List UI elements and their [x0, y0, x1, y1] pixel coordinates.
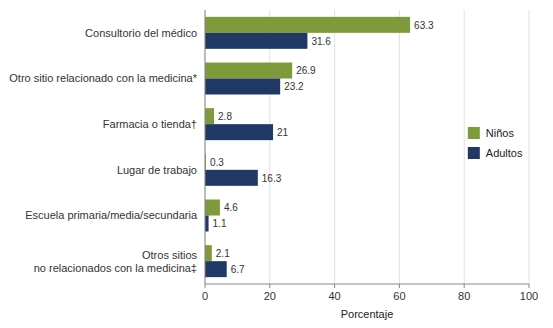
grid-line	[269, 10, 270, 284]
legend-label: Adultos	[486, 147, 523, 159]
tick-label: 20	[264, 290, 276, 302]
category-label-line: no relacionados con la medicina‡	[34, 262, 197, 274]
data-label: 2.1	[216, 248, 230, 259]
data-label: 63.3	[414, 20, 434, 31]
data-label: 23.2	[284, 81, 304, 92]
data-label: 6.7	[231, 264, 245, 275]
bar	[205, 216, 209, 232]
tick-label: 100	[520, 290, 538, 302]
tick-mark	[269, 284, 270, 288]
bar	[205, 108, 214, 124]
bar	[205, 33, 307, 49]
grid-line	[205, 10, 206, 284]
category-label-line: Lugar de trabajo	[117, 164, 197, 176]
tick-mark	[464, 284, 465, 288]
bar	[205, 124, 273, 140]
category-label: Otro sitio relacionado con la medicina*	[9, 72, 197, 84]
legend-label: Niños	[486, 127, 515, 139]
category-label-line: Escuela primaria/media/secundaria	[25, 209, 198, 221]
data-label: 21	[277, 127, 289, 138]
data-label: 2.8	[218, 111, 232, 122]
tick-mark	[205, 284, 206, 288]
tick-label: 40	[328, 290, 340, 302]
tick-mark	[334, 284, 335, 288]
grid	[205, 10, 529, 284]
x-axis-line	[205, 284, 529, 285]
y-axis-line	[205, 10, 206, 284]
data-label: 16.3	[262, 173, 282, 184]
grid-line	[399, 10, 400, 284]
tick-mark	[529, 284, 530, 288]
data-label: 1.1	[213, 218, 227, 229]
category-label: Consultorio del médico	[85, 27, 197, 39]
bar	[205, 63, 292, 79]
legend-swatch	[468, 127, 480, 139]
grid-line	[529, 10, 530, 284]
tick-label: 60	[393, 290, 405, 302]
legend-swatch	[468, 147, 480, 159]
category-label: Farmacia o tienda†	[103, 118, 197, 130]
data-label: 0.3	[210, 157, 224, 168]
grid-line	[464, 10, 465, 284]
data-label: 4.6	[224, 202, 238, 213]
category-label-line: Otros sitios	[142, 249, 198, 261]
bar	[205, 79, 280, 95]
bar	[205, 170, 258, 186]
data-label: 26.9	[296, 65, 316, 76]
category-label-line: Otro sitio relacionado con la medicina*	[9, 72, 197, 84]
category-label-line: Consultorio del médico	[85, 27, 197, 39]
bar	[205, 245, 212, 261]
data-labels: 2.1 4.6 0.3 2.8 26.9 63.3 6.7 1.1 16.3 21 23.2 31.6	[210, 20, 434, 275]
category-label: Otros sitiosno relacionados con la medic…	[34, 249, 198, 274]
bars	[205, 17, 410, 277]
category-label-line: Farmacia o tienda†	[103, 118, 197, 130]
category-label: Escuela primaria/media/secundaria	[25, 209, 198, 221]
legend: Niños Adultos	[468, 127, 523, 159]
bar	[205, 200, 220, 216]
bar	[205, 17, 410, 33]
category-label: Lugar de trabajo	[117, 164, 197, 176]
tick-label: 0	[202, 290, 208, 302]
data-label: 31.6	[311, 36, 331, 47]
x-axis-label: Porcentaje	[341, 308, 394, 320]
tick-mark	[399, 284, 400, 288]
tick-label: 80	[458, 290, 470, 302]
bar	[205, 261, 227, 277]
chart: Otros sitiosno relacionados con la medic…	[0, 0, 553, 328]
grid-line	[334, 10, 335, 284]
